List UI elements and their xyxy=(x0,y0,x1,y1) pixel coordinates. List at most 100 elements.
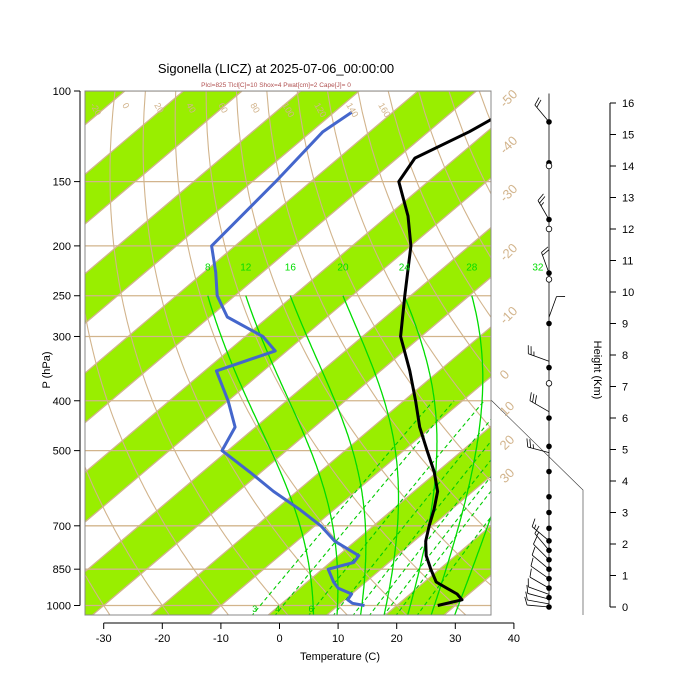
height-tick-label: 13 xyxy=(622,193,634,205)
moist-adiabats xyxy=(207,295,491,615)
isotherm-label: 10 xyxy=(497,398,518,419)
height-tick-label: 15 xyxy=(622,130,634,142)
mixing-ratio-line xyxy=(332,418,491,615)
dry-adiabat xyxy=(174,91,408,615)
isotherm-label: -20 xyxy=(497,240,521,264)
height-axis-label: Height (Km) xyxy=(591,341,603,400)
wind-barb xyxy=(537,193,550,220)
moist-adiabat xyxy=(289,295,367,615)
plot-frame xyxy=(84,90,492,616)
wind-level-marker xyxy=(546,270,552,276)
wind-level-marker xyxy=(546,594,552,601)
moist-adiabat-label: 12 xyxy=(240,263,252,274)
wind-barb xyxy=(529,568,550,589)
dry-adiabat xyxy=(296,91,491,483)
wind-level-marker-open xyxy=(545,380,553,387)
dewpoint-profile xyxy=(210,111,365,607)
y-tick-label: 700 xyxy=(53,521,71,533)
wind-barb-flag xyxy=(536,99,542,108)
wind-level-marker xyxy=(546,509,552,516)
isotherm-label: -10 xyxy=(497,303,521,327)
wind-panel-edge xyxy=(490,399,584,615)
mixing-ratio-line xyxy=(383,475,491,615)
moist-adiabat xyxy=(454,514,491,615)
wind-barb-staff xyxy=(537,200,550,220)
isotherm-band xyxy=(85,227,491,615)
dry-adiabat-label: 40 xyxy=(184,101,198,115)
wind-barb-flag xyxy=(532,393,535,403)
y-tick-label: 1000 xyxy=(47,601,71,613)
wind-barb-flag xyxy=(533,536,538,545)
isotherm-line xyxy=(85,91,243,225)
wind-barb xyxy=(527,578,550,595)
y-tick-label: 100 xyxy=(53,86,71,98)
dry-adiabat-label: 20 xyxy=(152,101,166,115)
isotherm-line xyxy=(85,91,302,275)
wind-barb-half-flag xyxy=(534,524,537,529)
wind-level-marker xyxy=(546,364,552,371)
wind-barb xyxy=(525,591,550,605)
dry-adiabat xyxy=(601,91,700,616)
y-tick-label: 250 xyxy=(53,291,71,303)
x-tick-label: 40 xyxy=(508,633,520,645)
y-axis: 100 150 200 250 300 400 500 700 850 1000 xyxy=(47,86,81,613)
x-tick-label: 0 xyxy=(276,633,282,645)
wind-barb-flag xyxy=(534,395,537,404)
x-tick-label: -30 xyxy=(96,633,112,645)
isotherm-band xyxy=(385,525,491,615)
chart-title: Sigonella (LICZ) at 2025-07-06_00:00:00 xyxy=(158,61,394,76)
moist-adiabat xyxy=(342,295,400,615)
moist-adiabat-label: 28 xyxy=(466,263,478,274)
mixing-ratio-label: 3 xyxy=(252,604,257,614)
wind-barb-flag xyxy=(531,518,536,527)
y-tick-label: 850 xyxy=(53,564,71,576)
dry-adiabat xyxy=(357,91,491,375)
isotherm-line xyxy=(267,425,491,615)
isotherm-label: -40 xyxy=(497,133,521,157)
wind-level-marker-open xyxy=(545,276,553,283)
wind-barb-staff xyxy=(527,593,550,600)
wind-barb-staff xyxy=(548,296,557,318)
mixing-ratio-line xyxy=(395,490,491,615)
dry-adiabat xyxy=(570,91,700,616)
y-tick-label: 300 xyxy=(53,331,71,343)
x-tick-label: -10 xyxy=(213,633,229,645)
wind-barb-flag xyxy=(525,591,528,601)
mixing-ratio-label: 6 xyxy=(309,604,314,614)
wind-barb xyxy=(526,438,550,454)
dry-adiabat-label: 0 xyxy=(120,101,131,110)
isotherm-line xyxy=(85,226,491,573)
mixing-ratio-line xyxy=(274,400,455,615)
dry-adiabat xyxy=(142,91,348,615)
mixing-ratio-line xyxy=(308,400,485,615)
wind-barb-flag xyxy=(541,246,549,253)
isotherm-line xyxy=(150,326,491,615)
isotherm-label: -30 xyxy=(497,181,521,205)
height-tick-label: 16 xyxy=(622,98,634,110)
isotherm-label: 0 xyxy=(497,367,513,383)
mixing-ratio-line xyxy=(416,516,491,615)
wind-barb xyxy=(527,345,550,362)
wind-barb-staff xyxy=(528,353,550,362)
wind-barb-staff xyxy=(527,446,550,454)
mixing-ratio-line xyxy=(369,459,491,615)
mixing-ratio-label: 4 xyxy=(275,604,280,614)
wind-barb-flag xyxy=(539,196,546,204)
wind-barb-staff xyxy=(531,526,550,542)
x-tick-label: 30 xyxy=(449,633,461,645)
dry-adiabat xyxy=(85,465,170,615)
wind-barb xyxy=(531,546,550,570)
isotherm-band xyxy=(85,128,491,523)
wind-barb-flag xyxy=(534,525,540,534)
wind-barb-flag xyxy=(524,596,528,606)
height-tick-label: 4 xyxy=(622,476,628,488)
moist-adiabat xyxy=(403,295,438,615)
wind-barb-staff xyxy=(530,565,550,579)
wind-barb-staff xyxy=(527,604,550,608)
y-tick-label: 150 xyxy=(53,177,71,189)
dry-adiabat-label: 60 xyxy=(216,101,230,115)
mixing-ratio-lines xyxy=(251,400,491,615)
wind-barb-flag xyxy=(537,193,544,201)
